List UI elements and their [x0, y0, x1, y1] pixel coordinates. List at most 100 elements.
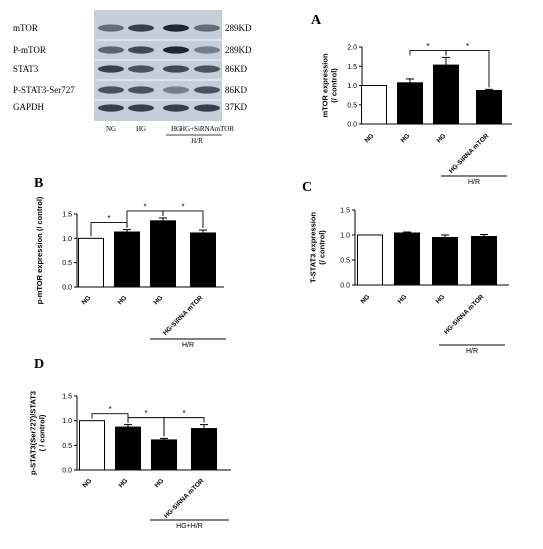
panel-letter-a: A	[311, 13, 322, 28]
bar	[357, 234, 383, 286]
blot-band	[194, 46, 220, 54]
blot-band	[128, 24, 154, 32]
blot-row-label: P-STAT3-Ser727	[13, 85, 75, 95]
significance-bracket	[163, 417, 205, 437]
blot-band	[128, 46, 154, 54]
bar	[190, 232, 216, 288]
western-blot: mTOR 289KD P-mTOR 289KD STAT3 86KD P-STA…	[13, 10, 252, 145]
bar	[79, 420, 105, 471]
group-label: HG+H/R	[176, 523, 203, 530]
y-tick-label: 0.5	[347, 102, 357, 109]
significance-marker: *	[108, 405, 111, 414]
blot-band	[194, 86, 220, 94]
blot-row-kd: 289KD	[225, 23, 252, 33]
blot-lane-label: HG	[171, 125, 181, 133]
x-tick-label: HG-SiRNA mTOR	[443, 293, 486, 336]
blot-row-label: GAPDH	[13, 102, 45, 112]
y-tick-label: 1.5	[347, 64, 357, 71]
y-tick-label: 0.0	[347, 122, 357, 129]
blot-row-kd: 86KD	[225, 64, 247, 74]
chart-a-mtor-expression: 0.0 0.5 1.0 1.5 2.0 mTOR expression (/ control…	[321, 42, 512, 186]
x-tick-label: NG	[81, 294, 93, 306]
y-tick-label: 1.0	[347, 83, 357, 90]
group-label: H/R	[468, 179, 480, 186]
blot-row-4: P-STAT3-Ser727 86KD	[13, 85, 247, 95]
blot-row-2: P-mTOR 289KD	[13, 45, 252, 55]
x-tick-label: HG-SiRNA mTOR	[163, 477, 206, 520]
significance-marker: *	[426, 42, 429, 51]
blot-band	[163, 65, 189, 73]
blot-band	[163, 46, 189, 54]
y-tick-label: 1.5	[62, 394, 72, 401]
blot-band	[194, 24, 220, 32]
y-axis-label: ( / control)	[38, 414, 47, 451]
x-tick-label: HG	[153, 294, 165, 306]
blot-row-kd: 86KD	[225, 85, 247, 95]
blot-lane-label: HG	[136, 125, 146, 133]
blot-band	[163, 86, 189, 94]
y-tick-label: 0.5	[340, 258, 350, 265]
blot-row-1: mTOR 289KD	[13, 23, 252, 33]
bar	[432, 237, 458, 286]
bar	[476, 90, 502, 125]
significance-marker: *	[143, 202, 146, 211]
blot-band	[194, 104, 220, 112]
blot-band	[128, 65, 154, 73]
blot-band	[194, 65, 220, 73]
y-tick-label: 2.0	[347, 45, 357, 52]
blot-band	[98, 46, 124, 54]
y-axis-label: (/ control)	[330, 68, 339, 103]
x-tick-label: NG	[82, 477, 94, 489]
bar	[150, 220, 176, 288]
y-axis-label: p-STAT3(Ser727)/STAT3	[29, 391, 38, 475]
blot-band	[98, 86, 124, 94]
y-tick-label: 1.5	[62, 212, 72, 219]
blot-lane-label: NG	[106, 125, 116, 133]
significance-bracket	[409, 49, 447, 56]
blot-row-label: mTOR	[13, 23, 38, 33]
blot-row-3: STAT3 86KD	[13, 64, 247, 74]
bar	[361, 85, 387, 125]
x-tick-label: HG	[154, 477, 166, 489]
significance-marker: *	[107, 214, 110, 223]
blot-band	[98, 104, 124, 112]
blot-row-label: STAT3	[13, 64, 39, 74]
bar	[471, 236, 497, 286]
bar	[151, 439, 177, 471]
blot-band	[98, 65, 124, 73]
blot-row-label: P-mTOR	[13, 45, 46, 55]
panel-letter-c: C	[302, 180, 312, 195]
significance-marker: *	[181, 202, 184, 211]
y-tick-label: 1.0	[62, 236, 72, 243]
blot-band	[98, 24, 124, 32]
x-tick-label: NG	[360, 293, 372, 305]
blot-band	[128, 86, 154, 94]
bar	[191, 428, 217, 471]
y-axis-label: T-STAT3 expression	[309, 212, 318, 283]
x-tick-label: HG	[397, 293, 409, 305]
blot-band	[128, 104, 154, 112]
y-tick-label: 0.5	[62, 260, 72, 267]
blot-lane-label: HG+SiRNAmTOR	[180, 125, 234, 133]
x-tick-label: HG-SiRNA mTOR	[448, 132, 491, 175]
y-tick-label: 1.0	[62, 418, 72, 425]
blot-band	[163, 104, 189, 112]
blot-row-5: GAPDH 37KD	[13, 102, 247, 112]
blot-row-kd: 37KD	[225, 102, 247, 112]
y-tick-label: 0.5	[62, 443, 72, 450]
y-axis-label: p-mTOR expression (/ control)	[35, 196, 44, 304]
significance-marker: *	[182, 409, 185, 418]
significance-bracket	[445, 49, 490, 88]
chart-d-p-stat3-ratio: 0.0 0.5 1.0 1.5 p-STAT3(Ser727)/STAT3( / con…	[29, 391, 231, 530]
y-tick-label: 0.0	[340, 283, 350, 290]
x-tick-label: HG	[435, 293, 447, 305]
significance-marker: *	[144, 409, 147, 418]
group-label: H/R	[182, 342, 194, 349]
bar	[114, 231, 140, 288]
chart-b-p-mtor-expression: 0.0 0.5 1.0 1.5 p-mTOR expression (/ control…	[35, 196, 226, 349]
y-axis-label: (/ control)	[318, 230, 327, 265]
x-tick-label: NG	[364, 132, 376, 144]
x-tick-label: HG	[117, 294, 129, 306]
significance-bracket	[162, 210, 204, 229]
x-tick-label: HG	[118, 477, 130, 489]
